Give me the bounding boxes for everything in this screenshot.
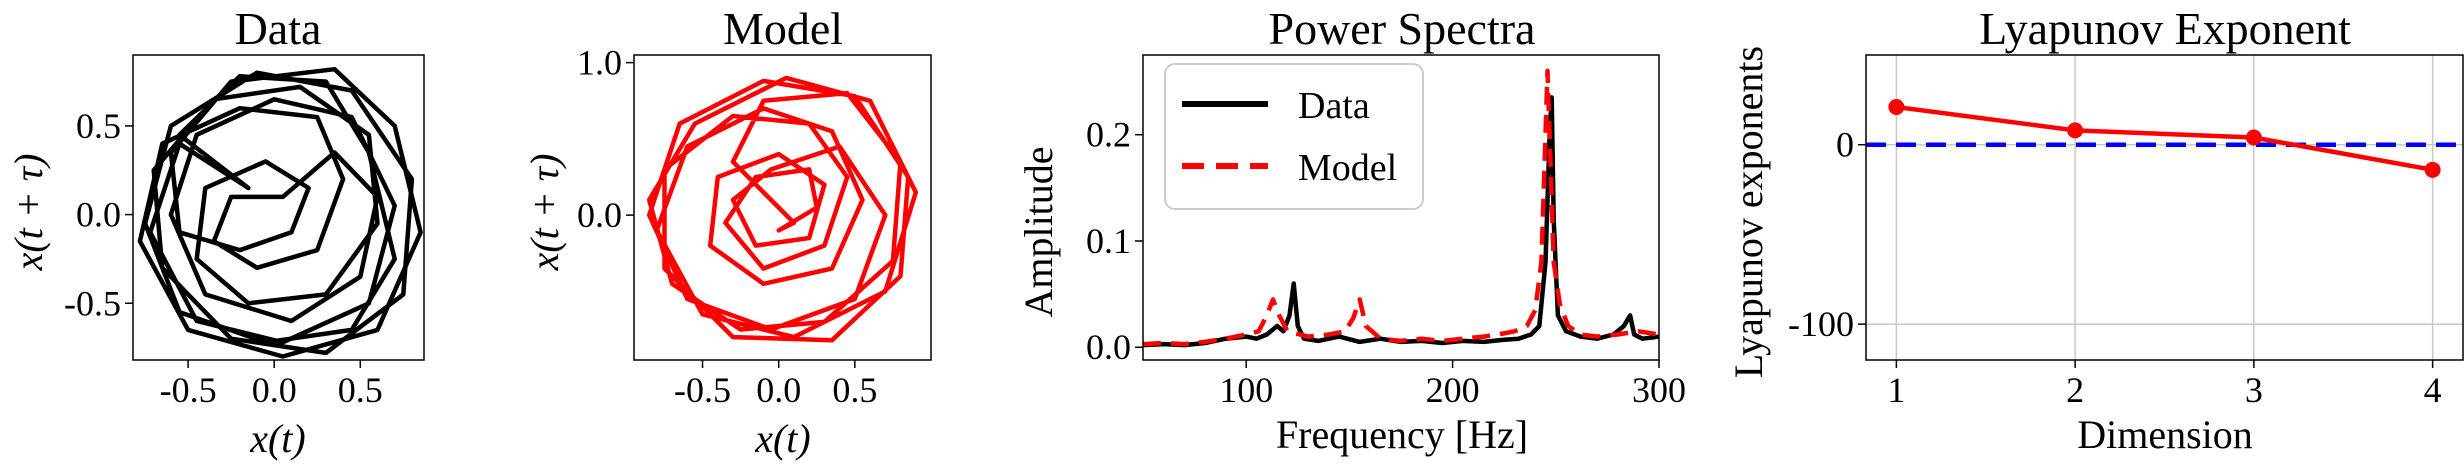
x-axis-label-data: x(t): [249, 416, 306, 461]
data-point: [1888, 99, 1905, 116]
panel-title-model: Model: [723, 3, 843, 54]
plot-area-model: -0.5 0.0 0.5 0.0 1.0: [577, 43, 932, 410]
series-line-series-0: [1894, 104, 2435, 173]
axes-frame: [1865, 54, 2464, 361]
x-tick-label: 0.5: [832, 370, 877, 410]
x-tick-label: -0.5: [160, 370, 217, 410]
y-axis-label-power-spectra: Amplitude: [1016, 146, 1061, 317]
y-tick-label: 0: [1836, 125, 1854, 165]
y-tick-label: -0.5: [64, 283, 121, 323]
data-point: [2424, 161, 2441, 178]
y-tick-label: 0.0: [1086, 327, 1131, 367]
plot-area-data: -0.5 0.0 0.5 -0.5 0.0 0.5: [64, 54, 425, 410]
panel-lyapunov-exponent: Lyapunov Exponent 1 2 3 4 -100 0 Dimension Ly…: [1726, 3, 2464, 457]
x-axis-label-power-spectra: Frequency [Hz]: [1276, 412, 1528, 457]
y-tick-label: 0.1: [1086, 221, 1131, 261]
x-tick-label: 0.0: [756, 370, 801, 410]
legend-label-model: Model: [1298, 147, 1397, 189]
plot-area-power-spectra: 100 200 300 0.0 0.1 0.2: [1086, 54, 1686, 410]
y-tick-label: 1.0: [577, 43, 622, 83]
x-tick-label: 4: [2424, 370, 2442, 410]
x-tick-label: 100: [1219, 370, 1273, 410]
legend-label-data: Data: [1298, 85, 1370, 127]
y-tick-label: 0.5: [76, 106, 121, 146]
legend: Data Model: [1164, 63, 1424, 210]
x-tick-label: 1: [1887, 370, 1905, 410]
y-tick-label: -100: [1788, 304, 1854, 344]
panel-power-spectra: Power Spectra 100 200 300 0.0 0.1 0.2 Frequen…: [1016, 3, 1686, 457]
data-point: [2067, 122, 2084, 139]
series-line-model: [1143, 68, 1659, 347]
legend-box: [1164, 63, 1424, 210]
x-tick-label: -0.5: [674, 370, 731, 410]
data-point: [2245, 129, 2262, 146]
plot-area-lyapunov-exponent: 1 2 3 4 -100 0: [1788, 54, 2464, 410]
axes-frame: [132, 54, 425, 361]
x-tick-label: 2: [2066, 370, 2084, 410]
axes-frame: [633, 54, 932, 361]
x-tick-label: 0.5: [338, 370, 383, 410]
panel-data: Data -0.5 0.0 0.5 -0.5 0.0 0.5 x(t) x(t + τ): [6, 3, 425, 461]
panel-title-lyapunov-exponent: Lyapunov Exponent: [1979, 3, 2351, 54]
panel-title-power-spectra: Power Spectra: [1269, 3, 1536, 54]
panel-model: Model -0.5 0.0 0.5 0.0 1.0 x(t) x(t + τ): [522, 3, 932, 461]
y-axis-label-lyapunov-exponent: Lyapunov exponents: [1726, 46, 1771, 378]
x-tick-label: 300: [1632, 370, 1686, 410]
x-axis-label-lyapunov-exponent: Dimension: [2077, 412, 2253, 457]
x-tick-label: 3: [2245, 370, 2263, 410]
plot-marks: [1143, 68, 1659, 348]
y-axis-label-model: x(t + τ): [522, 154, 567, 272]
x-axis-label-model: x(t): [754, 416, 811, 461]
plot-marks: [646, 75, 919, 343]
x-tick-label: 0.0: [252, 370, 297, 410]
y-tick-label: 0.0: [76, 195, 121, 235]
y-tick-label: 0.2: [1086, 115, 1131, 155]
series-line-series-0: [646, 75, 919, 343]
y-axis-label-data: x(t + τ): [6, 154, 51, 272]
plot-marks: [1866, 99, 2463, 178]
plot-marks: [137, 66, 423, 359]
x-tick-label: 200: [1426, 370, 1480, 410]
y-tick-label: 0.0: [577, 195, 622, 235]
axes-frame: [1142, 54, 1660, 361]
series-line-series-0: [137, 66, 423, 359]
panel-title-data: Data: [235, 3, 322, 54]
